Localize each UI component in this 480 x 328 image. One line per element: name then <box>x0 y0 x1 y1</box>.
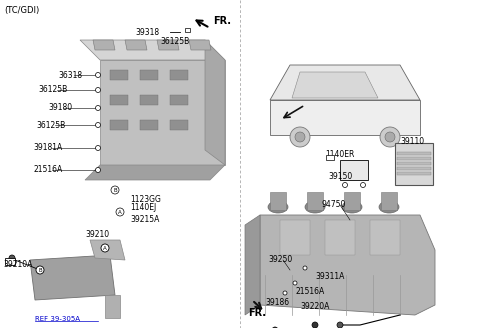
Circle shape <box>295 132 305 142</box>
Circle shape <box>96 72 100 77</box>
Polygon shape <box>100 60 225 165</box>
Circle shape <box>272 327 278 328</box>
Circle shape <box>360 182 365 188</box>
Circle shape <box>9 255 15 261</box>
Text: 39150: 39150 <box>328 172 352 181</box>
Text: 39220A: 39220A <box>300 302 329 311</box>
Text: 21516A: 21516A <box>295 287 324 296</box>
Circle shape <box>96 146 100 151</box>
Text: 39318: 39318 <box>135 28 159 37</box>
Circle shape <box>96 168 100 173</box>
Circle shape <box>337 322 343 328</box>
Text: FR.: FR. <box>213 16 231 26</box>
Bar <box>397 157 431 160</box>
Circle shape <box>116 208 124 216</box>
Text: FR.: FR. <box>248 308 266 318</box>
Bar <box>110 120 128 130</box>
Text: 36125B: 36125B <box>36 120 65 130</box>
Circle shape <box>36 266 44 274</box>
Text: 39180: 39180 <box>48 104 72 113</box>
Circle shape <box>111 186 119 194</box>
Text: 39311A: 39311A <box>315 272 344 281</box>
Bar <box>397 167 431 170</box>
Ellipse shape <box>342 201 362 213</box>
Circle shape <box>283 291 287 295</box>
Polygon shape <box>189 40 211 50</box>
Circle shape <box>385 132 395 142</box>
Text: 1123GG: 1123GG <box>130 195 161 204</box>
Ellipse shape <box>305 201 325 213</box>
Text: 1140EJ: 1140EJ <box>130 203 156 212</box>
Polygon shape <box>270 100 420 135</box>
Text: 39186: 39186 <box>265 298 289 307</box>
Bar <box>340 160 368 180</box>
Text: 36125B: 36125B <box>38 86 67 94</box>
Text: A: A <box>118 210 122 215</box>
Polygon shape <box>157 40 179 50</box>
Text: 36125B: 36125B <box>160 37 189 46</box>
Circle shape <box>380 127 400 147</box>
Text: 39215A: 39215A <box>130 215 159 224</box>
Bar <box>170 120 188 130</box>
Bar <box>395 143 433 185</box>
Circle shape <box>101 244 109 252</box>
Bar <box>5 258 15 265</box>
Ellipse shape <box>379 201 399 213</box>
Bar <box>170 95 188 105</box>
Polygon shape <box>85 165 225 180</box>
Bar <box>140 70 158 80</box>
Text: 39210: 39210 <box>85 230 109 239</box>
Text: 39250: 39250 <box>268 255 292 264</box>
Bar <box>280 220 310 255</box>
Circle shape <box>290 127 310 147</box>
Bar <box>307 192 323 210</box>
Bar <box>185 28 190 32</box>
Text: B: B <box>113 188 117 193</box>
Circle shape <box>96 88 100 92</box>
Bar <box>110 70 128 80</box>
Text: B: B <box>38 268 42 273</box>
Polygon shape <box>93 40 115 50</box>
Text: A: A <box>103 245 107 251</box>
Polygon shape <box>105 295 120 318</box>
Polygon shape <box>30 255 115 300</box>
Ellipse shape <box>268 201 288 213</box>
Polygon shape <box>292 72 378 98</box>
Text: 94750: 94750 <box>322 200 347 209</box>
Polygon shape <box>205 40 225 165</box>
Text: (TC/GDI): (TC/GDI) <box>4 6 39 15</box>
Circle shape <box>312 322 318 328</box>
Bar <box>325 220 355 255</box>
Text: 39210A: 39210A <box>3 260 32 269</box>
Bar <box>397 172 431 175</box>
Text: REF 39-305A: REF 39-305A <box>35 316 80 322</box>
Polygon shape <box>245 215 260 315</box>
Polygon shape <box>125 40 147 50</box>
Text: 39181A: 39181A <box>33 144 62 153</box>
Circle shape <box>303 266 307 270</box>
Bar <box>140 95 158 105</box>
Bar <box>381 192 397 210</box>
Bar <box>170 70 188 80</box>
Bar <box>397 162 431 165</box>
Polygon shape <box>80 40 225 60</box>
Bar <box>140 120 158 130</box>
Circle shape <box>96 122 100 128</box>
Text: 21516A: 21516A <box>33 166 62 174</box>
Polygon shape <box>260 215 435 315</box>
Text: 39110: 39110 <box>400 137 424 146</box>
Bar <box>110 95 128 105</box>
Circle shape <box>343 182 348 188</box>
Bar <box>326 155 334 160</box>
Bar <box>397 152 431 155</box>
Polygon shape <box>90 240 125 260</box>
Circle shape <box>293 281 297 285</box>
Bar <box>370 220 400 255</box>
Bar <box>270 192 286 210</box>
Text: 1140ER: 1140ER <box>325 150 354 159</box>
Polygon shape <box>270 65 420 100</box>
Bar <box>344 192 360 210</box>
Circle shape <box>96 106 100 111</box>
Text: 36318: 36318 <box>58 71 82 79</box>
